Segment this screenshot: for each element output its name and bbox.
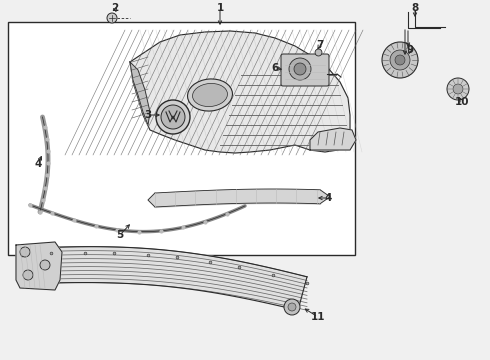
Text: 10: 10	[455, 97, 469, 107]
Circle shape	[395, 55, 405, 65]
Bar	[8, 22, 355, 255]
Circle shape	[20, 247, 30, 257]
Text: 1: 1	[217, 3, 223, 13]
Polygon shape	[130, 31, 350, 153]
Circle shape	[294, 63, 306, 75]
Circle shape	[447, 78, 469, 100]
Text: 4: 4	[34, 159, 42, 169]
Polygon shape	[16, 242, 62, 290]
Text: 3: 3	[145, 110, 151, 120]
Circle shape	[107, 13, 117, 23]
Circle shape	[40, 260, 50, 270]
Circle shape	[23, 270, 33, 280]
Text: 2: 2	[111, 3, 119, 13]
Circle shape	[288, 303, 296, 311]
Circle shape	[453, 84, 463, 94]
Polygon shape	[130, 62, 150, 125]
Text: 6: 6	[271, 63, 279, 73]
Polygon shape	[320, 190, 330, 204]
Text: 9: 9	[406, 45, 414, 55]
Circle shape	[284, 299, 300, 315]
FancyBboxPatch shape	[281, 54, 329, 86]
Text: 11: 11	[311, 312, 325, 322]
Text: 4: 4	[324, 193, 332, 203]
Polygon shape	[22, 247, 307, 310]
Polygon shape	[148, 193, 155, 207]
Circle shape	[289, 58, 311, 80]
Polygon shape	[310, 128, 356, 150]
Circle shape	[156, 100, 190, 134]
Text: 7: 7	[317, 40, 324, 50]
Ellipse shape	[188, 79, 232, 111]
Circle shape	[382, 42, 418, 78]
Ellipse shape	[193, 84, 227, 107]
Text: 5: 5	[117, 230, 123, 240]
Text: 8: 8	[412, 3, 418, 13]
Circle shape	[390, 50, 410, 70]
Circle shape	[161, 105, 185, 129]
